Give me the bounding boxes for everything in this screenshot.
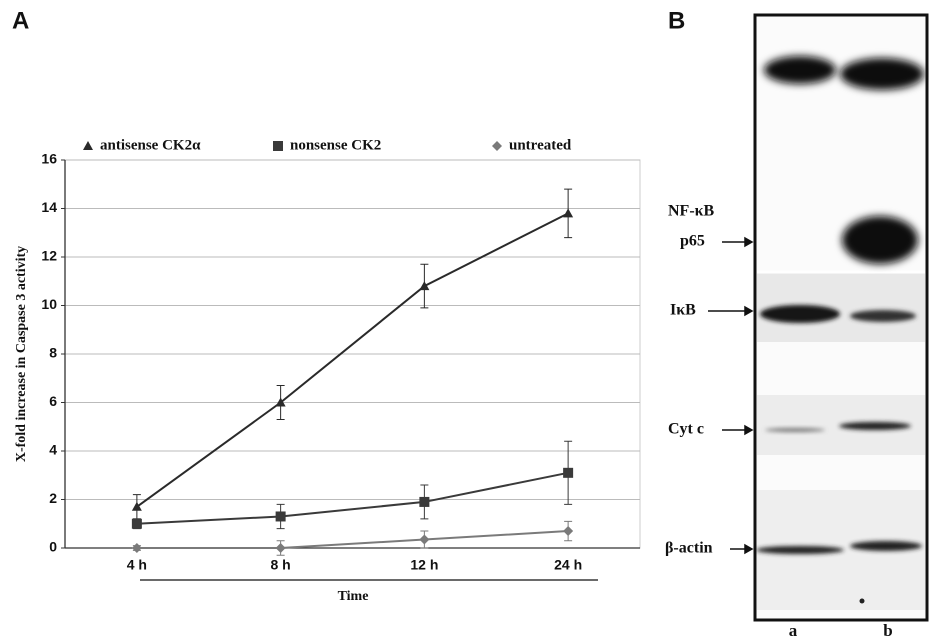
marker <box>419 496 430 507</box>
series-line <box>136 212 569 508</box>
legend-label: antisense CK2α <box>100 137 201 153</box>
band <box>760 305 840 323</box>
marker <box>131 543 142 553</box>
y-tick-label: 12 <box>41 248 57 264</box>
lane-label: a <box>789 621 798 640</box>
y-tick-label: 4 <box>49 442 57 458</box>
band <box>756 546 844 554</box>
blot-label: p65 <box>680 233 705 250</box>
y-axis-title: X-fold increase in Caspase 3 activity <box>14 246 29 462</box>
blot-label: β-actin <box>665 540 713 557</box>
marker <box>492 141 502 151</box>
western-blot <box>753 13 929 622</box>
band <box>850 310 916 322</box>
arrows <box>708 236 754 555</box>
marker <box>273 141 283 151</box>
y-tick-label: 6 <box>49 393 57 409</box>
marker <box>419 534 430 545</box>
panel-label: A <box>12 7 29 34</box>
marker <box>563 467 574 478</box>
marker <box>275 511 286 522</box>
y-tick-label: 16 <box>41 151 57 167</box>
y-tick-label: 8 <box>49 345 57 361</box>
band <box>765 428 825 432</box>
y-tick-label: 0 <box>49 539 57 555</box>
x-tick-label: 12 h <box>410 557 438 573</box>
legend-label: untreated <box>509 137 572 153</box>
series-line <box>136 530 569 549</box>
band <box>842 216 918 264</box>
x-axis-title: Time <box>338 589 369 604</box>
y-tick-label: 2 <box>49 490 57 506</box>
marker <box>275 543 286 553</box>
marker <box>275 397 286 407</box>
marker <box>563 526 574 537</box>
blot-frame <box>753 13 929 622</box>
marker <box>83 141 93 150</box>
lane-label: b <box>883 621 892 640</box>
blot-label: Cyt c <box>668 421 704 438</box>
band <box>840 58 924 90</box>
x-tick-label: 8 h <box>271 557 291 573</box>
marker <box>563 208 574 218</box>
speck <box>859 598 865 604</box>
blot-label: NF-κB <box>668 203 715 220</box>
band <box>839 422 911 430</box>
band <box>850 541 922 551</box>
marker <box>131 518 142 529</box>
y-tick-label: 10 <box>41 296 57 312</box>
legend-label: nonsense CK2 <box>290 137 381 153</box>
marker <box>131 501 142 511</box>
x-tick-label: 24 h <box>554 557 582 573</box>
blot-label: IκB <box>670 302 696 319</box>
band <box>764 56 836 84</box>
series-line <box>136 471 569 525</box>
marker <box>419 281 430 291</box>
y-tick-label: 14 <box>41 199 57 215</box>
x-tick-label: 4 h <box>127 557 147 573</box>
panel-label: B <box>668 7 685 34</box>
